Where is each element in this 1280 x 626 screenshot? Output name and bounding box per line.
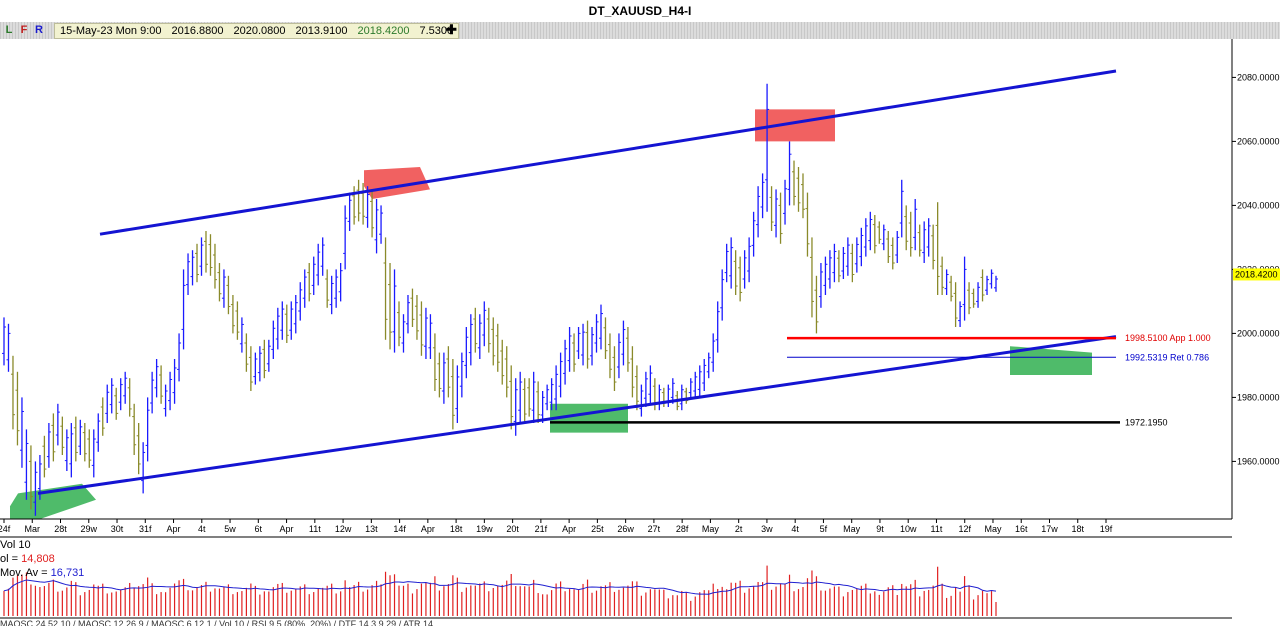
moving-average-value: 16,731 (50, 567, 85, 579)
red-zone-april-top (364, 167, 430, 199)
time-tick-label: 11t (309, 524, 321, 534)
bar-change: 7.5300 (419, 25, 454, 37)
volume-title: Vol 10 (0, 539, 31, 551)
ohlc-readout: 15-May-23 Mon 9:00 2016.8800 2020.0800 2013… (54, 23, 460, 39)
price-tick-label: 2040.0000 (1237, 200, 1280, 210)
price-tick-label: 2080.0000 (1237, 72, 1280, 82)
time-tick-label: Mar (25, 524, 41, 534)
time-tick-label: 29w (81, 524, 98, 534)
ret-0786-line-label: 1992.5319 Ret 0.786 (1125, 352, 1209, 362)
time-tick-label: 19w (476, 524, 493, 534)
time-tick-label: 3w (761, 524, 773, 534)
lower-channel-line (37, 335, 1117, 495)
time-tick-label: 31f (139, 524, 152, 534)
volume-moving-average-line (3, 579, 997, 595)
red-zone-may-top (755, 109, 835, 142)
price-tick-label: 2060.0000 (1237, 136, 1280, 146)
time-tick-label: 27t (648, 524, 661, 534)
time-tick-label: Apr (421, 524, 435, 534)
time-tick-label: 25t (591, 524, 604, 534)
time-tick-label: 28t (54, 524, 67, 534)
time-tick-label: 5f (820, 524, 828, 534)
bar-low: 2013.9100 (295, 25, 348, 37)
volume-label: ol = (0, 553, 22, 565)
volume-legend: Vol 10 ol = 14,808 Mov. Av = 16,731 (0, 538, 84, 580)
moving-average-row: Mov. Av = 16,731 (0, 566, 84, 580)
bar-open: 2016.8800 (171, 25, 224, 37)
current-price-marker (1233, 268, 1280, 281)
upper-channel-line (99, 69, 1117, 236)
time-tick-label: 11t (931, 524, 943, 534)
time-tick-label: 26w (617, 524, 634, 534)
time-tick-label: May (702, 524, 720, 534)
time-tick-label: May (984, 524, 1002, 534)
time-tick-label: 17w (1041, 524, 1058, 534)
price-axis-bg (1232, 39, 1280, 619)
price-tick-label: 1960.0000 (1237, 456, 1280, 466)
indicator-tabs[interactable]: MAOSC 24 52 10 / MAOSC 12 26 9 / MAOSC 6… (0, 619, 434, 626)
time-tick-label: 12w (335, 524, 352, 534)
time-tick-label: 24f (0, 524, 11, 534)
time-tick-label: Apr (562, 524, 576, 534)
time-tick-label: 14f (393, 524, 406, 534)
app-1000-line-label: 1998.5100 App 1.000 (1125, 333, 1211, 343)
volume-value-row: ol = 14,808 (0, 552, 84, 566)
time-tick-label: May (843, 524, 861, 534)
price-panel (0, 39, 1232, 519)
time-tick-label: 2t (735, 524, 743, 534)
time-tick-label: 18t (1071, 524, 1084, 534)
r-button[interactable]: R (35, 24, 43, 36)
time-tick-label: 6t (255, 524, 263, 534)
green-zone-target (1010, 346, 1092, 375)
time-tick-label: Apr (167, 524, 181, 534)
bar-close: 2018.4200 (357, 25, 410, 37)
time-tick-label: Apr (280, 524, 294, 534)
time-tick-label: 21f (535, 524, 548, 534)
price-tick-label: 2000.0000 (1237, 328, 1280, 338)
price-tick-label: 1980.0000 (1237, 392, 1280, 402)
time-tick-label: 13t (365, 524, 378, 534)
time-tick-label: 12f (958, 524, 971, 534)
time-tick-label: 20t (506, 524, 519, 534)
f-button[interactable]: F (20, 24, 28, 36)
time-tick-label: 28f (676, 524, 689, 534)
current-price-label: 2018.4200 (1235, 269, 1278, 279)
time-tick-label: 18t (450, 524, 463, 534)
bar-high: 2020.0800 (233, 25, 286, 37)
add-icon[interactable]: ✚ (446, 22, 457, 37)
time-tick-label: 4t (791, 524, 799, 534)
time-tick-label: 9t (876, 524, 884, 534)
bar-date: 15-May-23 Mon 9:00 (60, 25, 162, 37)
time-tick-label: 10w (900, 524, 917, 534)
time-tick-label: 16t (1015, 524, 1028, 534)
time-tick-label: 5w (224, 524, 236, 534)
time-tick-label: 4t (198, 524, 206, 534)
l-button[interactable]: L (5, 24, 13, 36)
volume-value: 14,808 (21, 553, 55, 565)
support-1972-line-label: 1972.1950 (1125, 417, 1168, 427)
time-tick-label: 19f (1100, 524, 1113, 534)
time-tick-label: 30t (111, 524, 124, 534)
moving-average-label: Mov. Av = (0, 567, 51, 579)
